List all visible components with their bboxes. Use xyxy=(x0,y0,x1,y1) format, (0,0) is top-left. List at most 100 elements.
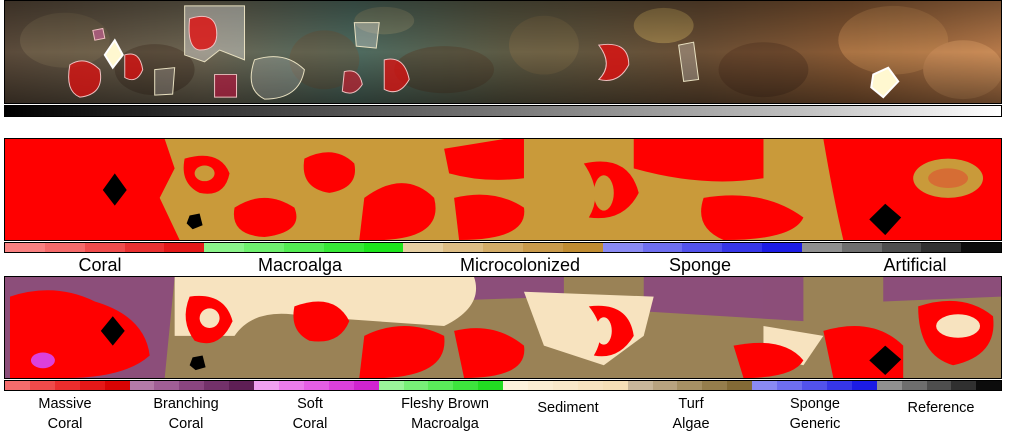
legend-swatch xyxy=(577,381,603,390)
legend-swatch xyxy=(478,381,504,390)
legend-swatch xyxy=(627,381,653,390)
legend-swatch xyxy=(443,243,484,252)
legend-swatch xyxy=(244,243,284,252)
legend-swatch xyxy=(951,381,977,390)
legend-swatch xyxy=(801,243,842,252)
legend-label-artificial: Artificial xyxy=(883,255,947,275)
legend-swatch xyxy=(841,243,882,252)
legend-swatch xyxy=(722,243,763,252)
legend-line: Coral xyxy=(292,416,328,432)
legend-label-branching-coral: Branching Coral xyxy=(131,394,241,434)
legend-swatch xyxy=(552,381,578,390)
legend-swatch xyxy=(363,243,404,252)
legend-swatch xyxy=(303,381,329,390)
legend-swatch xyxy=(926,381,952,390)
legend-swatch xyxy=(503,381,529,390)
legend-swatch xyxy=(428,381,454,390)
legend-line: Sediment xyxy=(537,400,599,416)
legend-line: Coral xyxy=(168,416,204,432)
legend-swatch xyxy=(29,381,55,390)
legend-label-coral: Coral xyxy=(78,255,122,275)
legend-swatch xyxy=(522,243,563,252)
legend-swatch xyxy=(104,381,130,390)
artificial-markers xyxy=(102,173,902,236)
legend-swatch xyxy=(802,381,827,390)
legend-label-soft-coral: Soft Coral xyxy=(255,394,365,434)
legend-swatch xyxy=(682,243,723,252)
reef-photo-panel xyxy=(4,0,1002,104)
legend-swatch xyxy=(204,243,245,252)
legend-swatch xyxy=(403,243,444,252)
legend-swatch xyxy=(961,243,1002,252)
legend-swatch xyxy=(921,243,962,252)
legend-label-reference: Reference xyxy=(886,398,996,418)
legend-line: Soft xyxy=(297,396,323,412)
legend-swatch xyxy=(677,381,703,390)
legend-swatch xyxy=(328,381,354,390)
annotation-overlays xyxy=(68,5,900,100)
legend-swatch xyxy=(154,381,180,390)
legend-swatch xyxy=(881,243,922,252)
legend-swatch xyxy=(901,381,927,390)
legend-swatch xyxy=(378,381,404,390)
legend-label-microcolonized: Microcolonized xyxy=(459,255,581,275)
legend-swatch xyxy=(84,243,125,252)
legend-label-sediment: Sediment xyxy=(513,398,623,418)
legend-line: Sponge xyxy=(790,396,840,412)
legend-line: Algae xyxy=(672,416,710,432)
legend-label-macroalga: Macroalga xyxy=(257,255,343,275)
legend-swatch xyxy=(826,381,852,390)
coarse-map-canvas xyxy=(5,139,1001,240)
legend-swatch xyxy=(642,243,683,252)
legend-swatch xyxy=(129,381,155,390)
legend-swatch xyxy=(727,381,753,390)
legend-swatch xyxy=(124,243,165,252)
fine-map-canvas xyxy=(5,277,1001,378)
legend-swatch xyxy=(602,243,643,252)
legend-swatch xyxy=(752,381,778,390)
legend-swatch xyxy=(283,243,324,252)
legend-label-turf-algae: Turf Algae xyxy=(636,394,746,434)
legend-swatch xyxy=(652,381,678,390)
coarse-segmentation-map xyxy=(4,138,1002,241)
legend-line: Coral xyxy=(47,416,83,432)
legend-swatch xyxy=(876,381,902,390)
legend-swatch xyxy=(976,381,1002,390)
legend-swatch xyxy=(54,381,80,390)
legend-label-sponge-generic: Sponge Generic xyxy=(760,394,870,434)
legend-swatch xyxy=(483,243,523,252)
legend-swatch xyxy=(44,243,85,252)
legend-swatch xyxy=(179,381,205,390)
legend-swatch xyxy=(777,381,802,390)
legend-swatch xyxy=(403,381,429,390)
legend-swatch xyxy=(5,381,30,390)
coarse-legend-bar xyxy=(4,242,1002,253)
legend-line: Reference xyxy=(907,400,975,416)
grayscale-gradient-bar xyxy=(4,105,1002,117)
legend-swatch xyxy=(278,381,304,390)
legend-swatch xyxy=(602,381,628,390)
legend-swatch xyxy=(254,381,279,390)
fine-legend-bar xyxy=(4,380,1002,391)
legend-swatch xyxy=(353,381,379,390)
legend-swatch xyxy=(702,381,728,390)
legend-swatch xyxy=(164,243,205,252)
legend-swatch xyxy=(229,381,255,390)
legend-swatch xyxy=(453,381,479,390)
legend-label-sponge: Sponge xyxy=(668,255,732,275)
fine-segmentation-map xyxy=(4,276,1002,379)
reef-photo xyxy=(5,1,1001,103)
legend-line: Fleshy Brown xyxy=(401,396,489,412)
legend-swatch xyxy=(204,381,230,390)
legend-line: Massive xyxy=(38,396,92,412)
legend-swatch xyxy=(562,243,603,252)
legend-swatch xyxy=(79,381,105,390)
legend-swatch xyxy=(323,243,364,252)
legend-label-fleshy-brown-macroalga: Fleshy Brown Macroalga xyxy=(385,394,505,434)
legend-line: Branching xyxy=(153,396,219,412)
legend-swatch xyxy=(528,381,553,390)
legend-line: Macroalga xyxy=(411,416,479,432)
legend-line: Generic xyxy=(789,416,841,432)
legend-line: Turf xyxy=(678,396,704,412)
legend-swatch xyxy=(851,381,877,390)
